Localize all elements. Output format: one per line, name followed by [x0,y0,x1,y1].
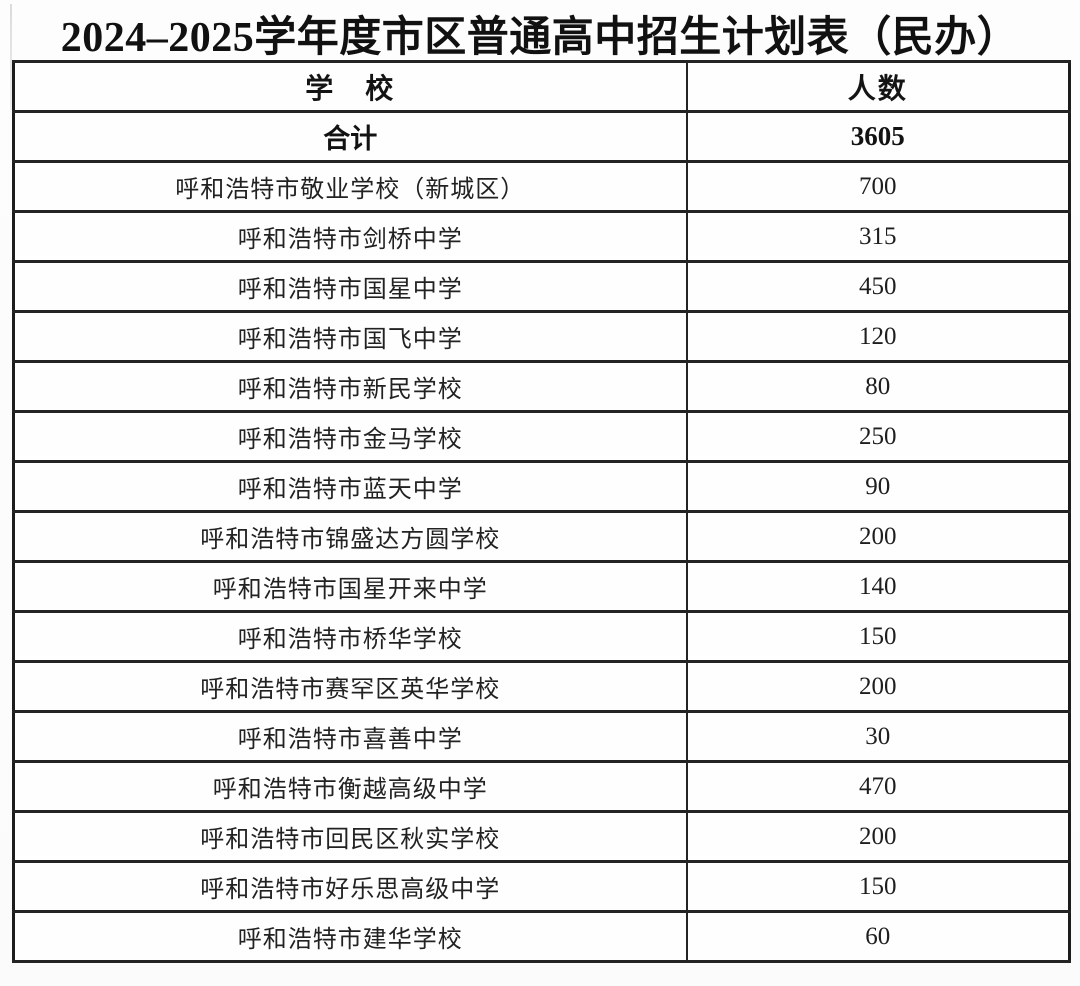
table-row: 呼和浩特市锦盛达方圆学校 200 [12,510,1071,563]
table-row: 呼和浩特市国飞中学 120 [12,310,1071,363]
table-row: 呼和浩特市新民学校 80 [12,360,1071,413]
table-row: 呼和浩特市喜善中学 30 [12,710,1071,763]
table-row: 呼和浩特市蓝天中学 90 [12,460,1071,513]
school-name-cell: 呼和浩特市建华学校 [12,910,688,963]
table-row: 呼和浩特市国星开来中学 140 [12,560,1071,613]
school-name-cell: 呼和浩特市蓝天中学 [12,460,688,513]
table-row: 呼和浩特市建华学校 60 [12,910,1071,963]
school-name-cell: 呼和浩特市桥华学校 [12,610,688,663]
student-count-cell: 200 [685,660,1071,713]
school-name-cell: 呼和浩特市好乐思高级中学 [12,860,688,913]
school-column-header: 学 校 [12,60,688,113]
table-row: 呼和浩特市回民区秋实学校 200 [12,810,1071,863]
table-row: 呼和浩特市剑桥中学 315 [12,210,1071,263]
school-name-cell: 呼和浩特市敬业学校（新城区） [12,160,688,213]
table-row: 呼和浩特市敬业学校（新城区） 700 [12,160,1071,213]
school-name-cell: 呼和浩特市喜善中学 [12,710,688,763]
table-row: 呼和浩特市桥华学校 150 [12,610,1071,663]
table-row: 呼和浩特市金马学校 250 [12,410,1071,463]
table-header-row: 学 校 人数 [12,60,1071,113]
page-title: 2024–2025学年度市区普通高中招生计划表（民办） [60,15,1020,61]
school-name-cell: 呼和浩特市国飞中学 [12,310,688,363]
total-count-cell: 3605 [685,110,1071,163]
school-name-cell: 呼和浩特市回民区秋实学校 [12,810,688,863]
count-column-header: 人数 [685,60,1071,113]
student-count-cell: 80 [685,360,1071,413]
student-count-cell: 470 [685,760,1071,813]
student-count-cell: 120 [685,310,1071,363]
student-count-cell: 315 [685,210,1071,263]
enrollment-plan-table: 学 校 人数 合计 3605 呼和浩特市敬业学校（新城区） 700 呼和浩特市剑桥中… [12,60,1071,963]
total-row: 合计 3605 [12,110,1071,163]
table-row: 呼和浩特市衡越高级中学 470 [12,760,1071,813]
table-row: 呼和浩特市赛罕区英华学校 200 [12,660,1071,713]
student-count-cell: 60 [685,910,1071,963]
school-name-cell: 呼和浩特市赛罕区英华学校 [12,660,688,713]
student-count-cell: 700 [685,160,1071,213]
student-count-cell: 200 [685,810,1071,863]
table-row: 呼和浩特市国星中学 450 [12,260,1071,313]
school-name-cell: 呼和浩特市新民学校 [12,360,688,413]
scan-edge-artifact [10,4,12,110]
student-count-cell: 150 [685,610,1071,663]
student-count-cell: 30 [685,710,1071,763]
school-name-cell: 呼和浩特市锦盛达方圆学校 [12,510,688,563]
student-count-cell: 200 [685,510,1071,563]
school-name-cell: 呼和浩特市国星中学 [12,260,688,313]
school-name-cell: 呼和浩特市国星开来中学 [12,560,688,613]
student-count-cell: 150 [685,860,1071,913]
total-label-cell: 合计 [12,110,688,163]
school-name-cell: 呼和浩特市衡越高级中学 [12,760,688,813]
student-count-cell: 140 [685,560,1071,613]
student-count-cell: 90 [685,460,1071,513]
school-name-cell: 呼和浩特市金马学校 [12,410,688,463]
student-count-cell: 450 [685,260,1071,313]
table-row: 呼和浩特市好乐思高级中学 150 [12,860,1071,913]
student-count-cell: 250 [685,410,1071,463]
school-name-cell: 呼和浩特市剑桥中学 [12,210,688,263]
